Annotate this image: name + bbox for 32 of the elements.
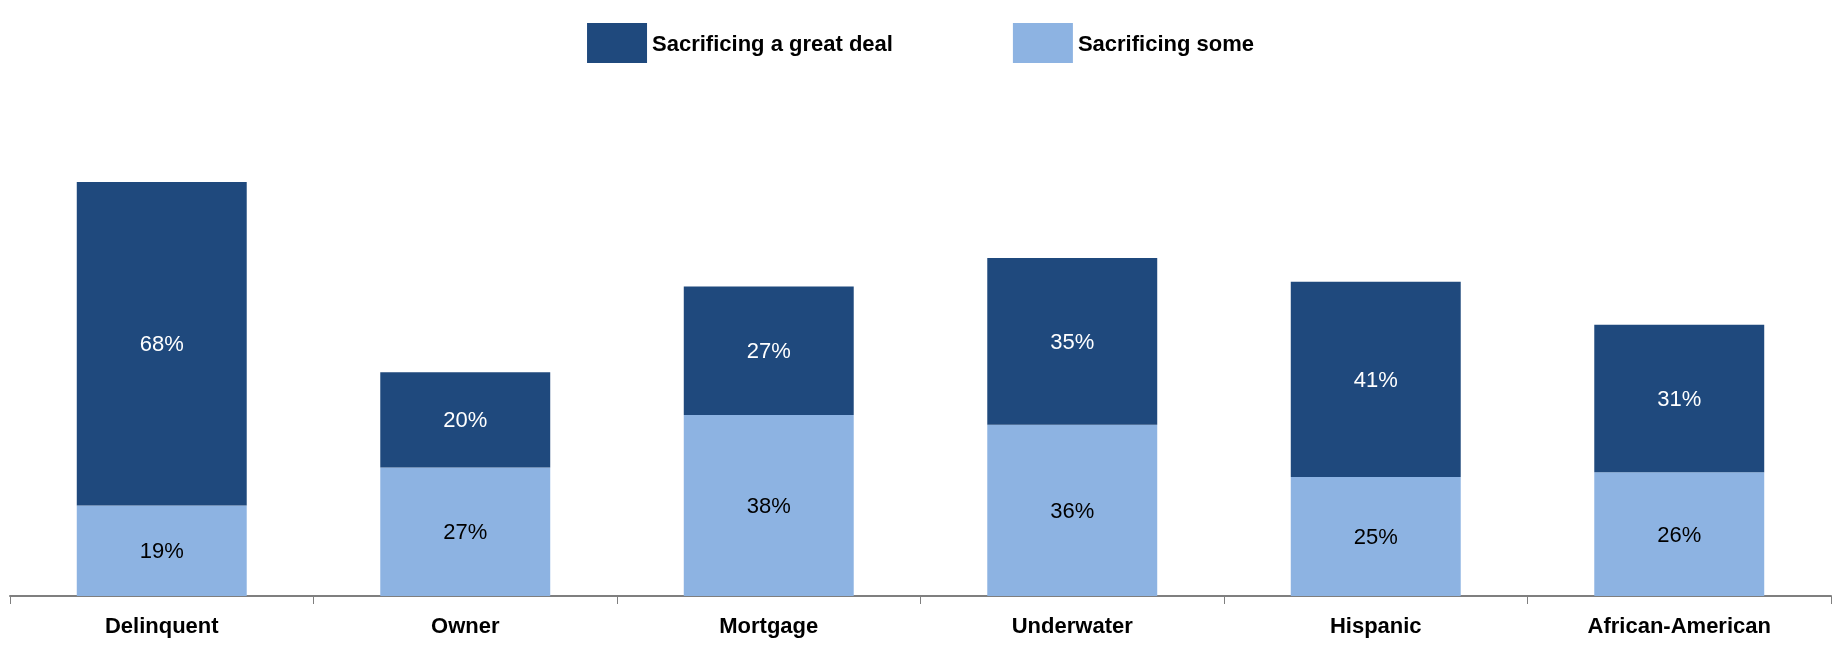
data-label: 19%: [139, 538, 184, 564]
x-tick-label: Underwater: [1011, 612, 1134, 638]
bar: [1594, 472, 1765, 596]
data-label: 25%: [1353, 524, 1398, 549]
bar: [1290, 477, 1461, 596]
bar: [76, 181, 247, 506]
bar: [1594, 324, 1765, 473]
x-tick-label: African-American: [1587, 612, 1771, 638]
x-tick-label: Mortgage: [719, 612, 819, 638]
data-label: 68%: [139, 331, 184, 357]
data-label: 38%: [746, 493, 791, 519]
x-tick-label: Delinquent: [104, 612, 220, 638]
bar: [380, 372, 551, 468]
data-label: 27%: [443, 519, 488, 545]
data-label: 36%: [1050, 497, 1095, 523]
bar: [683, 286, 854, 416]
bar: [987, 424, 1158, 596]
x-tick-label: Owner: [431, 612, 500, 638]
data-label: 20%: [443, 407, 488, 433]
bar: [1290, 281, 1461, 477]
data-label: 41%: [1353, 366, 1398, 392]
bar: [380, 467, 551, 596]
x-tick-label: Hispanic: [1329, 612, 1422, 638]
legend-label: Sacrificing some: [1077, 30, 1254, 56]
bar: [683, 415, 854, 596]
data-label: 26%: [1657, 521, 1702, 547]
data-label: 31%: [1657, 385, 1702, 411]
bar: [76, 505, 247, 596]
data-label: 27%: [746, 338, 791, 364]
bar: [987, 258, 1158, 425]
legend-label: Sacrificing a great deal: [652, 30, 893, 56]
data-label: 35%: [1050, 328, 1095, 354]
